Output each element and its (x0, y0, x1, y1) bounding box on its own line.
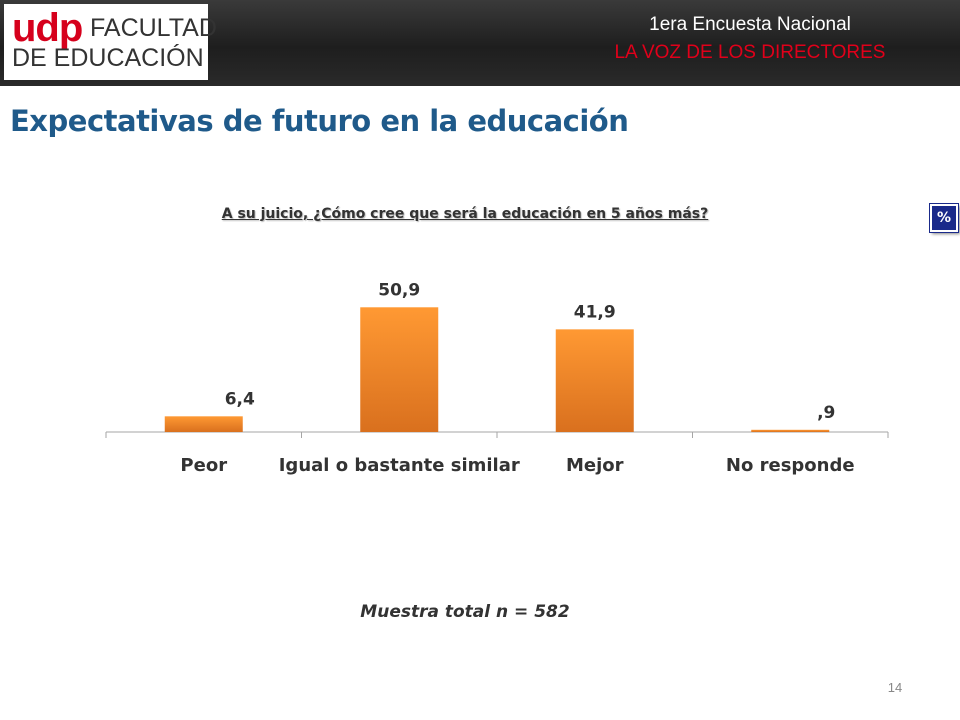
chart-axis (105, 431, 889, 438)
logo-line1: FACULTAD (90, 14, 217, 42)
survey-subtitle: LA VOZ DE LOS DIRECTORES (614, 42, 886, 63)
survey-title: 1era Encuesta Nacional (649, 14, 851, 35)
percent-badge: % (930, 204, 958, 232)
bar (751, 429, 830, 432)
data-label: ,9 (817, 403, 835, 423)
bar (360, 307, 439, 432)
data-label: 6,4 (225, 389, 255, 409)
page-title: Expectativas de futuro en la educación (10, 104, 629, 138)
category-label: No responde (726, 455, 855, 476)
logo: udp FACULTAD DE EDUCACIÓN (4, 4, 217, 80)
category-label: Igual o bastante similar (279, 455, 520, 476)
header-banner: udp FACULTAD DE EDUCACIÓN 1era Encuesta … (0, 0, 960, 86)
page-number: 14 (887, 680, 903, 695)
category-label: Mejor (566, 455, 624, 476)
chart-bars (164, 307, 830, 432)
bar (164, 416, 243, 432)
bar (555, 329, 634, 432)
logo-udp-text: udp (12, 6, 83, 50)
chart-labels: 6,4 Peor 50,9 Igual o bastante similar 41,9 M… (180, 280, 854, 476)
sample-size-note: Muestra total n = 582 (360, 602, 570, 622)
chart-question: A su juicio, ¿Cómo cree que será la educ… (221, 206, 709, 222)
data-label: 50,9 (378, 280, 420, 300)
category-label: Peor (180, 455, 227, 476)
logo-line2: DE EDUCACIÓN (12, 44, 204, 72)
data-label: 41,9 (574, 302, 616, 322)
